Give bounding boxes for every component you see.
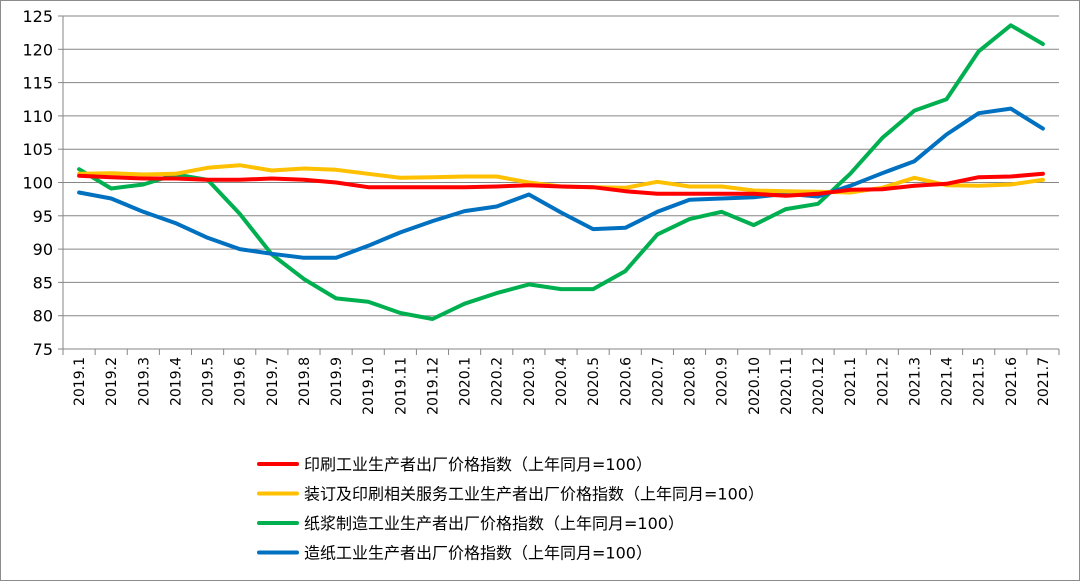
x-tick-label: 2019.9 (329, 357, 345, 406)
axes (62, 16, 1060, 355)
x-tick-label: 2020.9 (715, 357, 731, 406)
y-tick-label: 95 (33, 207, 53, 226)
series-line (77, 23, 1045, 321)
series-line (77, 171, 1045, 198)
x-tick-label: 2021.1 (843, 357, 859, 406)
y-tick-label: 120 (22, 40, 53, 59)
x-tick-label: 2019.7 (265, 357, 281, 406)
x-tick-label: 2020.4 (554, 357, 570, 406)
gridlines (58, 15, 1059, 350)
x-tick-label: 2021.3 (907, 357, 923, 406)
legend-item: 装订及印刷相关服务工业生产者出厂价格指数（上年同月=100） (257, 485, 764, 504)
x-tick-label: 2021.2 (875, 357, 891, 406)
x-tick-label: 2020.3 (522, 357, 538, 406)
series-lines (77, 23, 1045, 321)
x-tick-label: 2019.11 (393, 357, 409, 415)
x-tick-label: 2020.10 (747, 357, 763, 415)
y-tick-label: 110 (22, 107, 53, 126)
x-tick-label: 2019.5 (201, 357, 217, 406)
legend-label: 纸浆制造工业生产者出厂价格指数（上年同月=100） (304, 514, 684, 533)
x-tick-label: 2020.1 (458, 357, 474, 406)
x-tick-label: 2021.5 (972, 357, 988, 406)
x-axis-ticks: 2019.1 2019.2 2019.3 2019.4 2019.5 2019.6 2019… (72, 357, 1052, 415)
y-tick-label: 100 (22, 174, 53, 193)
y-tick-label: 115 (22, 74, 53, 93)
x-tick-label: 2020.6 (618, 357, 634, 406)
x-tick-label: 2020.5 (586, 357, 602, 406)
legend-label: 印刷工业生产者出厂价格指数（上年同月=100） (304, 455, 652, 474)
x-tick-label: 2019.12 (425, 357, 441, 415)
x-tick-label: 2020.2 (490, 357, 506, 406)
x-tick-label: 2021.4 (940, 357, 956, 406)
legend-item: 印刷工业生产者出厂价格指数（上年同月=100） (257, 455, 652, 474)
series-line (77, 106, 1045, 260)
y-tick-label: 80 (33, 307, 53, 326)
x-tick-label: 2020.11 (779, 357, 795, 415)
x-tick-label: 2019.4 (168, 357, 184, 406)
x-tick-label: 2019.10 (361, 357, 377, 415)
x-tick-label: 2019.1 (72, 357, 88, 406)
legend-label: 造纸工业生产者出厂价格指数（上年同月=100） (304, 544, 652, 563)
y-axis-ticks: 75 80 85 90 95 100 105 110 115 120 125 (22, 7, 53, 359)
x-tick-label: 2020.8 (683, 357, 699, 406)
y-tick-label: 125 (22, 7, 53, 26)
x-tick-label: 2019.6 (233, 357, 249, 406)
y-tick-label: 85 (33, 273, 53, 292)
x-tick-label: 2020.12 (811, 357, 827, 415)
x-tick-label: 2019.2 (104, 357, 120, 406)
x-tick-label: 2020.7 (650, 357, 666, 406)
x-tick-label: 2019.8 (297, 357, 313, 406)
legend-label: 装订及印刷相关服务工业生产者出厂价格指数（上年同月=100） (304, 485, 764, 504)
y-tick-label: 90 (33, 240, 53, 259)
y-tick-label: 75 (33, 340, 53, 359)
x-tick-label: 2021.6 (1004, 357, 1020, 406)
legend-item: 造纸工业生产者出厂价格指数（上年同月=100） (257, 544, 652, 563)
y-tick-label: 105 (22, 140, 53, 159)
legend: 印刷工业生产者出厂价格指数（上年同月=100） 装订及印刷相关服务工业生产者出厂价… (257, 455, 764, 563)
legend-item: 纸浆制造工业生产者出厂价格指数（上年同月=100） (257, 514, 684, 533)
x-tick-label: 2019.3 (136, 357, 152, 406)
x-tick-label: 2021.7 (1036, 357, 1052, 406)
